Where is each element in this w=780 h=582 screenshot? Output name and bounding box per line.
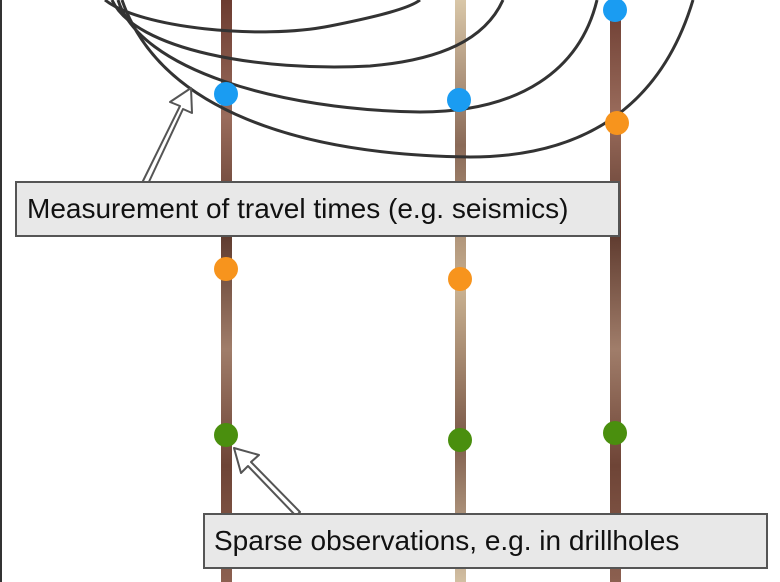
arrow-to-seismics bbox=[141, 87, 193, 187]
marker-green bbox=[214, 423, 238, 447]
seismics-label-text: Measurement of travel times (e.g. seismi… bbox=[27, 193, 569, 224]
seismics-label-box: Measurement of travel times (e.g. seismi… bbox=[15, 181, 620, 237]
drillhole-middle bbox=[455, 0, 466, 582]
drillholes-label-box: Sparse observations, e.g. in drillholes bbox=[203, 513, 768, 569]
drillhole-left bbox=[221, 0, 232, 582]
marker-green bbox=[603, 421, 627, 445]
drillholes-label-text: Sparse observations, e.g. in drillholes bbox=[214, 525, 680, 556]
wavefront-3 bbox=[116, 0, 599, 114]
drillhole-markers bbox=[214, 0, 629, 452]
marker-orange bbox=[605, 111, 629, 135]
marker-blue bbox=[447, 88, 471, 112]
arrow-to-drillholes bbox=[233, 447, 301, 517]
wavefront-4 bbox=[120, 0, 695, 159]
marker-blue bbox=[603, 0, 627, 22]
marker-green bbox=[448, 428, 472, 452]
drillhole-right bbox=[610, 0, 621, 582]
seismic-wavefronts bbox=[104, 0, 695, 159]
marker-orange bbox=[448, 267, 472, 291]
marker-orange bbox=[214, 257, 238, 281]
wavefront-1 bbox=[104, 0, 421, 34]
drillhole-cores bbox=[221, 0, 621, 582]
marker-blue bbox=[214, 82, 238, 106]
wavefront-2 bbox=[110, 0, 505, 69]
